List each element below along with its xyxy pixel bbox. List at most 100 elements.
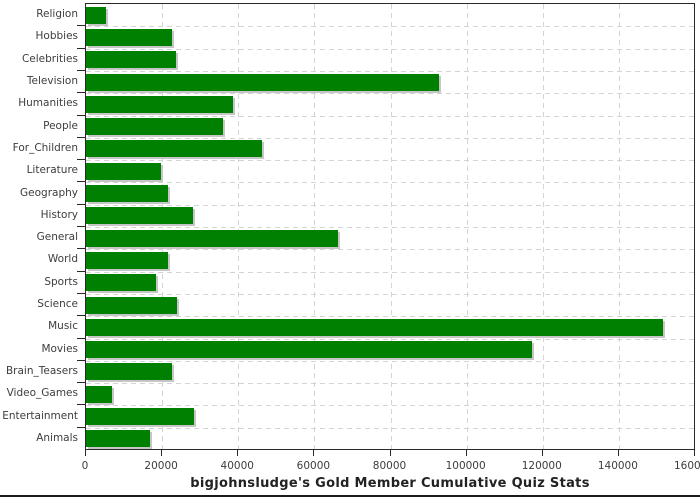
bar-humanities [86, 95, 234, 113]
y-axis-label: Science [37, 298, 78, 311]
horizontal-gridline [86, 383, 694, 385]
y-axis-label: Geography [20, 186, 78, 199]
vertical-gridline [162, 4, 164, 449]
x-axis-tick [237, 450, 239, 456]
horizontal-gridline [86, 427, 694, 429]
x-axis-tick [85, 450, 86, 456]
x-axis-tick-label: 40000 [220, 460, 254, 472]
horizontal-gridline [86, 70, 694, 72]
y-axis-label: Entertainment [2, 409, 78, 422]
horizontal-gridline [86, 48, 694, 50]
y-axis-label: Television [26, 75, 78, 88]
bar-brain_teasers [86, 363, 172, 381]
y-axis-tick [77, 203, 85, 205]
x-axis-tick [161, 450, 163, 456]
y-axis-label: History [40, 208, 78, 221]
y-axis-tick [77, 181, 85, 183]
x-axis-tick-label: 0 [81, 460, 89, 472]
bar-general [86, 229, 338, 247]
horizontal-gridline [86, 227, 694, 228]
x-axis-tick [541, 450, 543, 456]
vertical-gridline [542, 4, 544, 449]
horizontal-gridline [86, 405, 694, 407]
y-axis-label: Humanities [18, 97, 78, 110]
x-axis-tick [389, 450, 391, 456]
bar-religion [86, 6, 107, 24]
y-axis-tick [77, 270, 85, 272]
y-axis-label: Music [48, 320, 78, 333]
y-axis-label: Celebrities [21, 52, 78, 65]
horizontal-gridline [86, 360, 694, 362]
y-axis-label: Literature [26, 164, 78, 177]
x-axis-tick-label: 140000 [597, 460, 638, 472]
x-axis-tick [465, 450, 467, 456]
horizontal-gridline [86, 93, 694, 95]
y-axis-label: Religion [36, 8, 78, 21]
bar-animals [86, 430, 151, 448]
bar-hobbies [86, 28, 172, 46]
vertical-gridline [314, 4, 316, 449]
vertical-gridline [390, 4, 392, 449]
bar-video_games [86, 385, 112, 403]
y-axis-tick [77, 315, 85, 317]
bar-sports [86, 274, 157, 292]
bar-television [86, 73, 440, 91]
y-axis-label: Hobbies [35, 30, 79, 43]
bar-music [86, 318, 664, 336]
bar-literature [86, 162, 161, 180]
y-axis-tick [77, 359, 85, 361]
bar-people [86, 118, 223, 136]
bar-world [86, 251, 168, 269]
bar-celebrities [86, 51, 176, 69]
horizontal-gridline [86, 338, 694, 340]
bar-entertainment [86, 408, 195, 426]
y-axis-tick [77, 47, 85, 49]
y-axis-label: Brain_Teasers [5, 364, 78, 377]
vertical-gridline [466, 4, 468, 449]
y-axis-tick [77, 248, 85, 250]
y-axis-tick [77, 404, 85, 406]
plot-area [85, 3, 695, 450]
x-axis-tick-label: 160000 [673, 460, 700, 472]
y-axis-tick [77, 136, 85, 138]
horizontal-gridline [86, 204, 694, 206]
x-axis-tick-label: 80000 [372, 460, 407, 472]
y-axis-label: Animals [36, 431, 78, 444]
horizontal-gridline [86, 271, 694, 273]
y-axis-label: For_Children [12, 141, 78, 154]
y-axis-label: Sports [44, 275, 78, 288]
x-axis-tick-label: 20000 [144, 460, 178, 472]
y-axis-label: Movies [41, 342, 78, 355]
horizontal-gridline [86, 249, 694, 251]
y-axis-tick [77, 92, 85, 94]
y-axis-tick [77, 226, 85, 227]
vertical-gridline [238, 4, 240, 449]
x-axis-tick [313, 450, 315, 456]
horizontal-gridline [86, 160, 694, 162]
x-axis-tick-label: 60000 [296, 460, 331, 472]
horizontal-gridline [86, 316, 694, 318]
vertical-gridline [618, 4, 620, 449]
chart-title: bigjohnsludge's Gold Member Cumulative Q… [190, 476, 590, 491]
x-axis-tick [694, 450, 695, 456]
y-axis-label: World [47, 253, 78, 266]
y-axis-tick [77, 114, 85, 116]
bar-science [86, 296, 177, 314]
y-axis-label: General [36, 231, 78, 244]
horizontal-gridline [86, 137, 694, 139]
y-axis-tick [77, 292, 85, 294]
y-axis-tick [77, 382, 85, 384]
y-axis-label: Video_Games [6, 387, 78, 400]
x-axis-tick-label: 120000 [521, 460, 562, 472]
y-axis-label: People [43, 119, 78, 132]
bar-for_children [86, 140, 262, 158]
horizontal-gridline [86, 26, 694, 28]
x-axis-tick [617, 450, 619, 456]
bar-movies [86, 341, 532, 359]
x-axis-tick-label: 100000 [445, 460, 486, 472]
y-axis-tick [77, 25, 85, 27]
y-axis-tick [77, 337, 85, 339]
horizontal-gridline [86, 182, 694, 184]
bar-history [86, 207, 193, 225]
